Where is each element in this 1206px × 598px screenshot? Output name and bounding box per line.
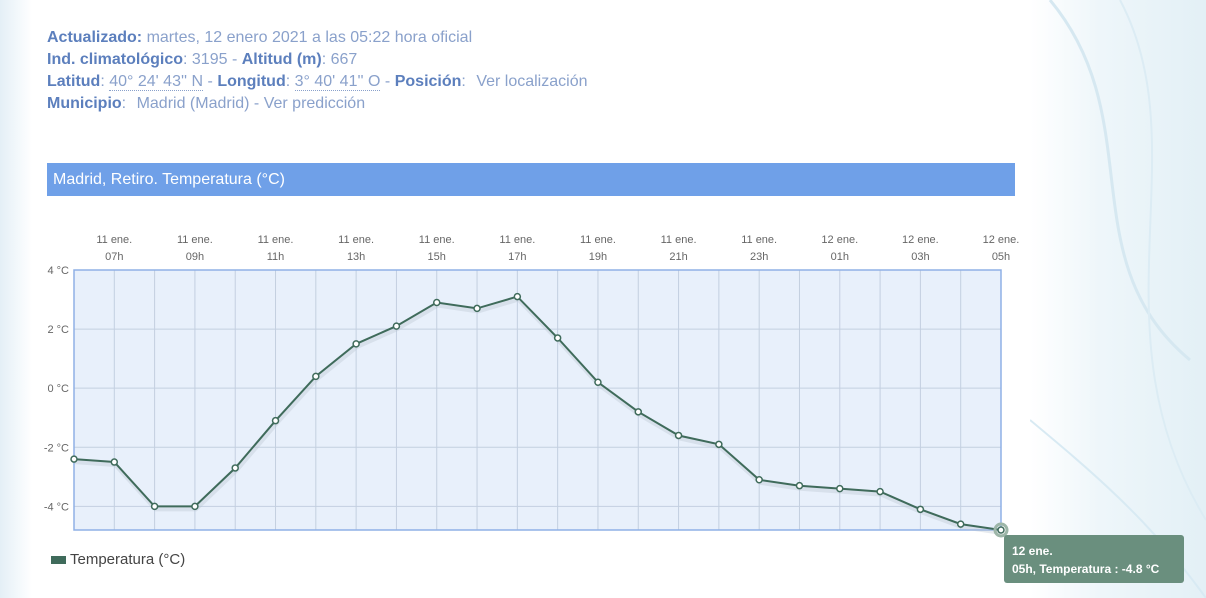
- plot-border: [73, 269, 1002, 531]
- data-point: [594, 378, 602, 387]
- x-tick-label-date: 11 ene.: [499, 234, 535, 246]
- view-forecast-link[interactable]: Ver predicción: [263, 95, 366, 112]
- y-tick-label: 2 °C: [47, 324, 69, 336]
- data-point: [392, 322, 401, 330]
- chart-title: Madrid, Retiro. Temperatura (°C): [53, 171, 285, 188]
- data-point: [956, 520, 965, 528]
- updated-value: martes, 12 enero 2021 a las 05:22 hora o…: [146, 29, 473, 46]
- x-tick-label-hour: 15h: [428, 251, 446, 263]
- y-tick-label: 4 °C: [47, 265, 69, 277]
- x-tick-label-hour: 01h: [831, 251, 849, 263]
- data-point: [674, 431, 683, 440]
- data-point: [513, 292, 522, 301]
- data-point: [191, 502, 199, 511]
- latitude-dash: -: [203, 73, 213, 90]
- station-info: Actualizado: martes, 12 enero 2021 a las…: [47, 27, 587, 115]
- data-point: [70, 455, 78, 463]
- chart-title-bar: Madrid, Retiro. Temperatura (°C): [47, 163, 1015, 196]
- tooltip-value: 05h, Temperatura : -4.8 °C: [1012, 562, 1160, 576]
- x-tick-label-hour: 11h: [267, 251, 285, 263]
- background-right-decoration: [1030, 0, 1206, 598]
- climo-value: : 3195 -: [183, 51, 238, 68]
- view-location-link[interactable]: Ver localización: [476, 73, 588, 90]
- x-tick-label-hour: 05h: [992, 251, 1010, 263]
- data-point: [473, 304, 481, 313]
- data-point: [312, 372, 320, 381]
- data-point: [110, 458, 119, 466]
- data-point: [634, 408, 643, 416]
- chart-legend[interactable]: Temperatura (°C): [51, 551, 185, 568]
- data-point: [876, 487, 884, 496]
- x-tick-label-hour: 07h: [105, 251, 123, 263]
- x-tick-label-date: 11 ene.: [177, 234, 213, 246]
- y-tick-label: 0 °C: [47, 383, 69, 395]
- y-tick-label: -2 °C: [44, 442, 69, 454]
- position-separator: :: [461, 73, 466, 90]
- climo-label: Ind. climatológico: [47, 51, 184, 68]
- series-line: [73, 295, 1002, 531]
- data-point: [271, 416, 280, 425]
- data-point: [553, 334, 562, 342]
- background-swirl-icon: [1030, 0, 1206, 598]
- coords-row: Latitud: 40° 24' 43'' N - Longitud: 3° 4…: [47, 71, 587, 93]
- x-tick-label-hour: 13h: [347, 251, 365, 263]
- x-tick-label-date: 11 ene.: [96, 234, 132, 246]
- x-tick-label-date: 12 ene.: [902, 234, 939, 246]
- series-line-shadow: [74, 297, 1003, 535]
- longitude-value[interactable]: 3° 40' 41'' O: [294, 73, 381, 91]
- x-tick-label-hour: 19h: [589, 251, 607, 263]
- tooltip-date: 12 ene.: [1012, 544, 1053, 558]
- latitude-label: Latitud: [47, 73, 101, 90]
- longitude-dash: -: [380, 73, 391, 90]
- municipality-row: Municipio: Madrid (Madrid) - Ver predicc…: [47, 93, 587, 115]
- x-tick-label-date: 11 ene.: [258, 234, 294, 246]
- altitude-value: : 667: [321, 51, 358, 68]
- data-point: [916, 505, 925, 514]
- chart-tooltip: 12 ene. 05h, Temperatura : -4.8 °C: [1004, 535, 1184, 583]
- climo-row: Ind. climatológico: 3195 - Altitud (m): …: [47, 49, 587, 71]
- x-tick-label-date: 12 ene.: [821, 234, 858, 246]
- longitude-label: Longitud: [217, 73, 286, 90]
- legend-swatch: [51, 555, 66, 564]
- x-tick-label-date: 11 ene.: [338, 234, 374, 246]
- data-point: [231, 464, 239, 472]
- data-point: [150, 502, 159, 511]
- plot-area: [74, 270, 1001, 530]
- x-tick-label-hour: 09h: [186, 251, 204, 263]
- latitude-value[interactable]: 40° 24' 43'' N: [109, 73, 204, 91]
- updated-row: Actualizado: martes, 12 enero 2021 a las…: [47, 27, 587, 49]
- y-tick-label: -4 °C: [44, 501, 69, 513]
- x-tick-label-hour: 21h: [669, 251, 687, 263]
- latitude-separator: :: [100, 73, 105, 90]
- x-tick-label-hour: 17h: [508, 251, 526, 263]
- x-tick-label-date: 11 ene.: [580, 234, 616, 246]
- legend-label: Temperatura (°C): [70, 551, 186, 568]
- x-tick-label-date: 12 ene.: [983, 234, 1020, 246]
- data-point: [432, 298, 441, 307]
- data-point: [715, 440, 723, 449]
- x-tick-label-date: 11 ene.: [741, 234, 777, 246]
- data-point: [997, 526, 1005, 534]
- x-tick-label-hour: 03h: [911, 251, 929, 263]
- altitude-label: Altitud (m): [241, 51, 322, 68]
- background-left-decoration: [0, 0, 32, 598]
- highlighted-point-halo: [993, 522, 1009, 538]
- longitude-separator: :: [285, 73, 291, 90]
- position-label: Posición: [394, 73, 462, 90]
- x-tick-label-date: 11 ene.: [661, 234, 697, 246]
- data-point: [352, 340, 360, 348]
- municipality-separator: :: [121, 95, 127, 112]
- data-point: [755, 476, 763, 484]
- municipality-label: Municipio: [47, 95, 122, 112]
- x-tick-label-hour: 23h: [750, 251, 768, 263]
- data-point: [836, 484, 844, 493]
- updated-label: Actualizado:: [47, 29, 143, 46]
- data-point: [795, 481, 804, 490]
- x-tick-label-date: 11 ene.: [419, 234, 455, 246]
- municipality-value: Madrid (Madrid) -: [136, 95, 260, 112]
